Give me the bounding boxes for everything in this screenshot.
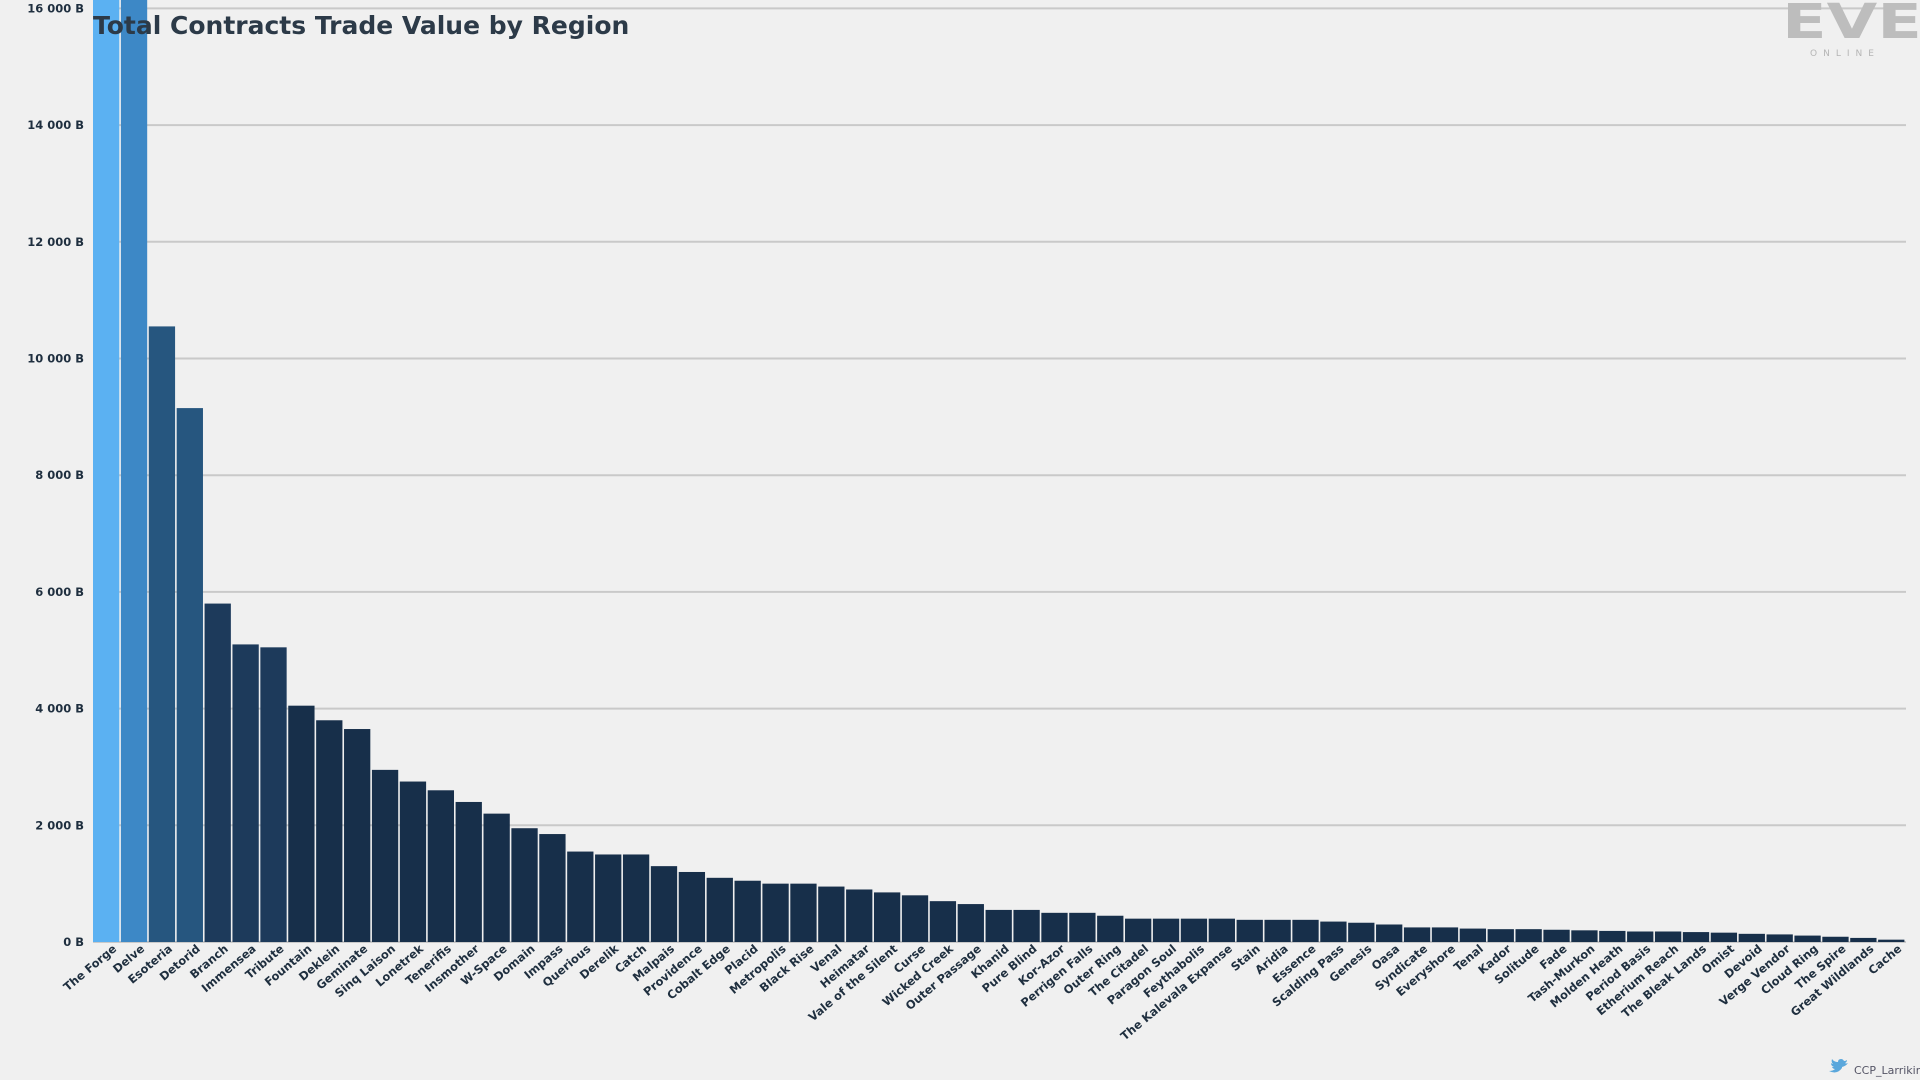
bar <box>1878 939 1905 942</box>
bar <box>1069 912 1096 942</box>
y-tick-label: 14 000 B <box>27 118 84 132</box>
bar <box>929 901 957 942</box>
bar <box>1097 915 1124 942</box>
bar <box>483 813 510 942</box>
bar <box>316 720 343 942</box>
bar <box>650 866 678 942</box>
bar <box>148 326 176 943</box>
bar <box>1515 929 1542 942</box>
bar <box>762 883 789 942</box>
bar <box>1822 936 1849 942</box>
bar <box>678 871 706 942</box>
bar <box>399 781 427 942</box>
y-tick-label: 16 000 B <box>27 1 84 15</box>
bar <box>1152 918 1180 942</box>
y-tick-label: 8 000 B <box>35 468 84 482</box>
bars-layer <box>93 0 1905 943</box>
bar <box>1543 929 1570 942</box>
bar <box>595 854 622 942</box>
bar <box>790 883 817 942</box>
bar <box>511 828 538 942</box>
bar <box>1654 931 1682 942</box>
bar <box>344 729 371 942</box>
bar <box>734 880 761 942</box>
bird-icon <box>1829 1059 1848 1073</box>
bar <box>371 769 399 942</box>
bar <box>120 0 148 942</box>
bar <box>1348 922 1375 942</box>
y-tick-label: 10 000 B <box>27 352 84 366</box>
credit: CCP_Larrikin <box>1829 1059 1920 1077</box>
y-axis-ticks: 0 B 2 000 B 4 000 B 6 000 B 8 000 B 10 000 B 1… <box>27 1 84 949</box>
x-axis-ticks: The ForgeDelveEsoteriaDetoridBranchImmen… <box>61 941 1905 1043</box>
bar <box>1125 918 1152 942</box>
bar <box>873 892 901 942</box>
bar <box>232 644 259 942</box>
bar <box>1738 933 1765 942</box>
bar <box>622 854 650 942</box>
bar <box>93 0 120 942</box>
y-tick-label: 6 000 B <box>35 585 84 599</box>
bar <box>1208 918 1235 942</box>
bar <box>1682 932 1710 942</box>
y-tick-label: 4 000 B <box>35 702 84 716</box>
bar <box>985 909 1012 942</box>
logo-subtext: ONLINE <box>1810 49 1880 59</box>
credit-text: CCP_Larrikin <box>1854 1064 1920 1077</box>
y-tick-label: 12 000 B <box>27 235 84 249</box>
bar <box>901 895 929 942</box>
chart-title: Total Contracts Trade Value by Region <box>93 11 629 40</box>
bar <box>1766 934 1793 942</box>
bar <box>204 603 231 942</box>
bar <box>1487 929 1514 942</box>
bar <box>1710 932 1738 942</box>
bar <box>1180 918 1208 942</box>
bar <box>427 790 454 942</box>
bar <box>1431 927 1459 942</box>
logo-text: EVE <box>1782 0 1920 50</box>
bar <box>260 647 287 942</box>
x-tick-label: The Forge <box>61 941 120 994</box>
bar <box>1599 930 1626 942</box>
bar <box>176 408 203 942</box>
bar <box>567 851 594 942</box>
bar <box>288 705 315 942</box>
bar <box>818 886 845 942</box>
bar <box>846 889 873 942</box>
bar <box>1571 930 1598 942</box>
bar <box>1320 921 1347 942</box>
bar <box>1264 919 1291 942</box>
bar <box>1850 937 1877 942</box>
bar <box>1459 928 1487 942</box>
y-tick-label: 2 000 B <box>35 818 84 832</box>
bar <box>1794 935 1821 942</box>
eve-logo: EVE ONLINE <box>1782 0 1920 59</box>
bar <box>1627 931 1654 942</box>
bar <box>1376 924 1403 942</box>
bar <box>1041 912 1068 942</box>
bar <box>1292 919 1319 942</box>
bar <box>1403 927 1431 942</box>
bar <box>1013 909 1040 942</box>
bar <box>455 801 482 942</box>
bar <box>957 904 984 942</box>
bar <box>706 877 733 942</box>
bar <box>1236 919 1263 942</box>
bar <box>539 834 566 942</box>
y-tick-label: 0 B <box>63 935 84 949</box>
